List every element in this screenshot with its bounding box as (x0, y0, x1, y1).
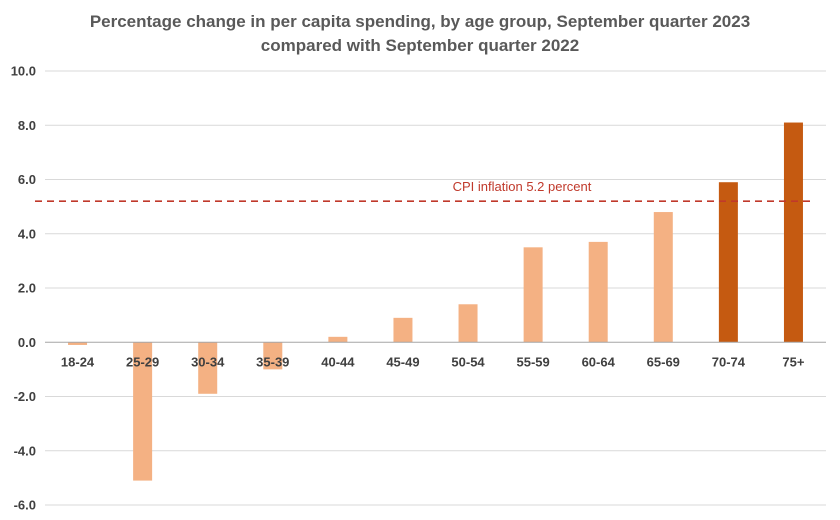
y-tick-label: -2.0 (14, 389, 36, 404)
x-axis-tick-labels: 18-24 25-29 30-34 35-39 40-44 45-49 50-54 55-59… (61, 354, 805, 369)
bar-30-34 (198, 342, 218, 394)
bar-60-64 (588, 241, 608, 343)
bar-25-29 (133, 342, 153, 481)
bar-55-59 (523, 247, 543, 343)
x-tick-label: 45-49 (386, 354, 419, 369)
bar-45-49 (393, 317, 413, 343)
y-tick-label: -6.0 (14, 498, 36, 513)
chart-title-line-1: Percentage change in per capita spending… (90, 12, 750, 31)
y-tick-label: 8.0 (18, 118, 36, 133)
reference-line-group: CPI inflation 5.2 percent (35, 179, 814, 202)
x-tick-label: 75+ (782, 354, 804, 369)
y-axis-tick-labels: 10.0 8.0 6.0 4.0 2.0 0.0 -2.0 -4.0 -6.0 (11, 64, 36, 513)
y-tick-label: 2.0 (18, 281, 36, 296)
bar-70-74 (718, 182, 738, 343)
bar-40-44 (328, 336, 348, 343)
bar-18-24 (68, 342, 88, 345)
x-tick-label: 30-34 (191, 354, 225, 369)
bar-75+ (783, 122, 803, 343)
chart-title-line-2: compared with September quarter 2022 (261, 36, 579, 55)
y-tick-label: -4.0 (14, 443, 36, 458)
x-tick-label: 65-69 (647, 354, 680, 369)
y-tick-label: 10.0 (11, 64, 36, 79)
x-tick-label: 35-39 (256, 354, 289, 369)
x-tick-label: 18-24 (61, 354, 95, 369)
x-tick-label: 50-54 (451, 354, 485, 369)
chart-title: Percentage change in per capita spending… (90, 12, 750, 55)
bars (68, 122, 803, 481)
x-tick-label: 40-44 (321, 354, 355, 369)
y-tick-label: 6.0 (18, 172, 36, 187)
x-tick-label: 70-74 (712, 354, 746, 369)
bar-50-54 (458, 304, 478, 343)
gridlines (45, 70, 826, 506)
x-tick-label: 60-64 (582, 354, 616, 369)
y-tick-label: 4.0 (18, 226, 36, 241)
bar-65-69 (653, 212, 673, 343)
cpi-reference-label: CPI inflation 5.2 percent (453, 179, 592, 194)
y-tick-label: 0.0 (18, 335, 36, 350)
x-tick-label: 25-29 (126, 354, 159, 369)
bar-35-39 (263, 342, 283, 370)
x-tick-label: 55-59 (517, 354, 550, 369)
